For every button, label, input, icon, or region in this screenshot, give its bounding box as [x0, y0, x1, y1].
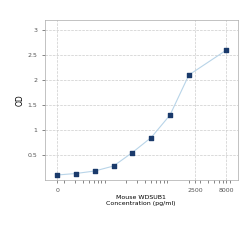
X-axis label: Mouse WDSUB1
Concentration (pg/ml): Mouse WDSUB1 Concentration (pg/ml): [106, 196, 176, 206]
Point: [55, 173, 59, 177]
Point: [168, 113, 172, 117]
Point: [224, 48, 228, 52]
Point: [149, 136, 153, 140]
Point: [130, 150, 134, 154]
Point: [112, 164, 116, 168]
Point: [74, 172, 78, 175]
Point: [187, 73, 191, 77]
Y-axis label: OD: OD: [16, 94, 25, 106]
Point: [93, 169, 97, 173]
